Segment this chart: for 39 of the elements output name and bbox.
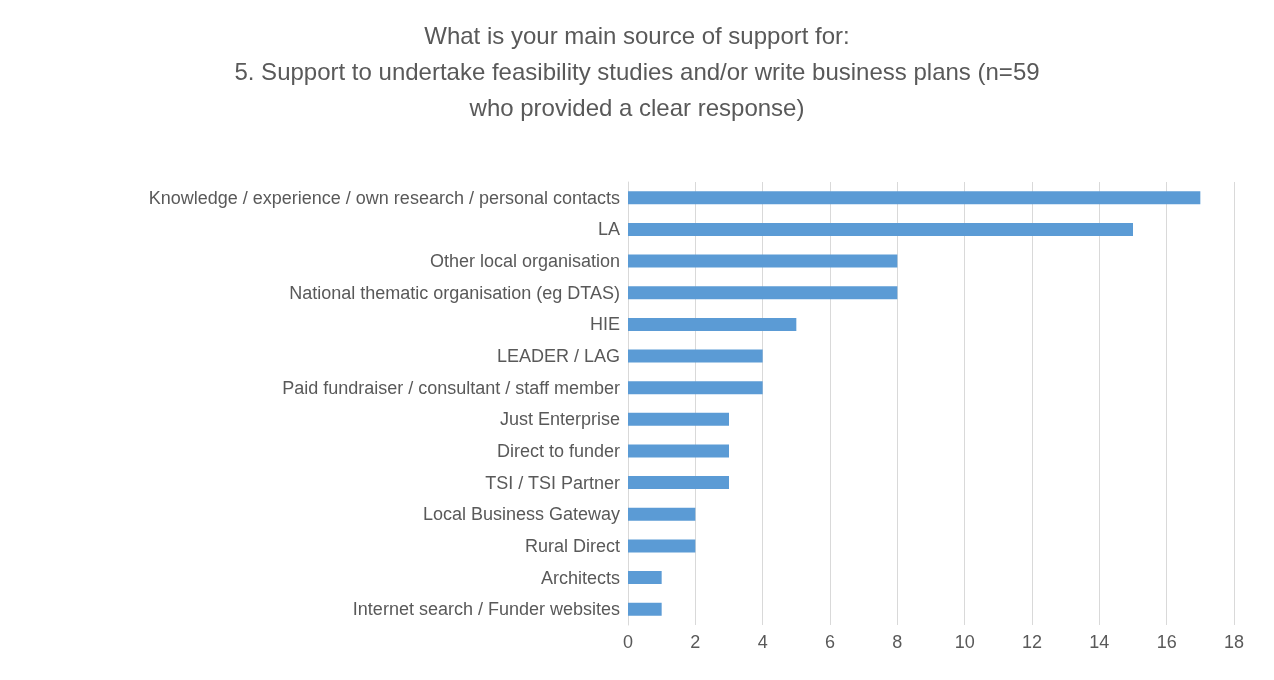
x-tick-label: 10 (954, 632, 975, 652)
bar (628, 222, 1133, 236)
bar (628, 507, 696, 521)
y-tick-label: Architects (540, 567, 620, 588)
bar (628, 412, 729, 426)
x-tick-label: 14 (1089, 632, 1110, 652)
x-tick-label: 6 (824, 632, 836, 652)
x-tick-label: 0 (622, 632, 634, 652)
y-tick-label: Internet search / Funder websites (352, 599, 620, 620)
chart-title: What is your main source of support for: 5. Support to undertake feasibility studies and/or write business plans (n=59 who provided a clear response) (234, 21, 1040, 121)
bar (628, 381, 763, 395)
x-tick-label: 2 (690, 632, 701, 652)
bar (628, 539, 696, 553)
y-tick-label: Knowledge / experience / own research / personal contacts (148, 187, 620, 208)
bar (628, 191, 1201, 205)
x-tick-label: 16 (1156, 632, 1177, 652)
y-tick-label: Other local organisation (429, 251, 620, 272)
y-tick-label: Rural Direct (524, 535, 620, 556)
y-tick-label: LEADER / LAG (496, 346, 620, 367)
bar (628, 444, 729, 458)
y-tick-label: HIE (589, 314, 620, 335)
y-tick-label: Just Enterprise (499, 409, 620, 430)
y-tick-label: Paid fundraiser / consultant / staff member (282, 377, 620, 398)
y-tick-label: TSI / TSI Partner (485, 472, 620, 493)
y-tick-label: Direct to funder (496, 440, 620, 461)
bar (628, 571, 662, 585)
x-tick-label: 18 (1223, 632, 1245, 652)
y-tick-label: Local Business Gateway (422, 504, 620, 525)
bar (628, 602, 662, 616)
bar (628, 254, 898, 268)
bar (628, 349, 763, 363)
y-tick-label: National thematic organisation (eg DTAS) (289, 282, 620, 303)
x-tick-label: 8 (892, 632, 903, 652)
x-tick-label: 4 (757, 632, 768, 652)
x-tick-label: 12 (1021, 632, 1043, 652)
bar (628, 286, 898, 300)
y-tick-label: LA (597, 219, 620, 240)
bar (628, 476, 729, 490)
bar (628, 317, 797, 331)
